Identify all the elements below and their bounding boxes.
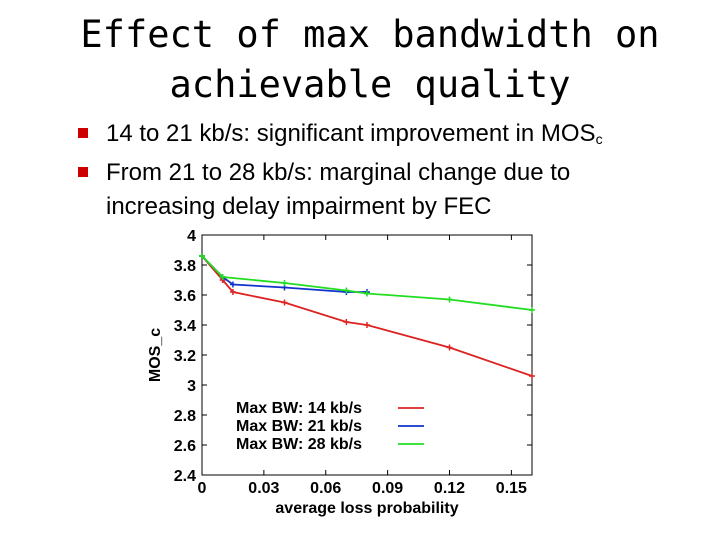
square-bullet-icon xyxy=(78,167,88,177)
y-tick-label: 2.6 xyxy=(174,438,196,455)
legend-label: Max BW: 28 kb/s xyxy=(236,436,362,453)
legend-label: Max BW: 14 kb/s xyxy=(236,400,362,417)
y-tick-label: 3.4 xyxy=(174,318,196,335)
title-line-2: achievable quality xyxy=(169,63,571,106)
y-tick-label: 3.6 xyxy=(174,288,196,305)
y-tick-label: 2.8 xyxy=(174,408,196,425)
bullet-text: 14 to 21 kb/s: significant improvement i… xyxy=(106,120,596,147)
series-line xyxy=(201,255,533,311)
y-tick-label: 4 xyxy=(187,228,196,245)
x-tick-label: 0 xyxy=(198,480,207,497)
bullet-list: 14 to 21 kb/s: significant improvement i… xyxy=(78,120,708,227)
slide-title: Effect of max bandwidth on achievable qu… xyxy=(60,10,680,110)
x-axis-label: average loss probability xyxy=(275,500,458,517)
bullet-text-line-1: From 21 to 28 kb/s: marginal change due … xyxy=(106,159,571,186)
bullet-item: 14 to 21 kb/s: significant improvement i… xyxy=(78,120,708,153)
mos-line-chart: 2.4 2.6 2.8 3 3.2 3.4 3.6 3.8 4 0 0.03 0.06 0.09 0.12… xyxy=(147,228,535,517)
series-line xyxy=(201,255,533,377)
y-tick-label: 3.2 xyxy=(174,348,196,365)
title-line-1: Effect of max bandwidth on xyxy=(80,13,660,56)
bullet-item: From 21 to 28 kb/s: marginal change due … xyxy=(78,159,708,221)
x-tick-label: 0.15 xyxy=(496,480,527,497)
y-axis-label: MOS_c xyxy=(147,328,164,382)
y-tick-label: 3 xyxy=(187,378,196,395)
x-tick-label: 0.09 xyxy=(372,480,403,497)
legend-label: Max BW: 21 kb/s xyxy=(236,418,362,435)
x-tick-label: 0.12 xyxy=(434,480,465,497)
y-tick-label: 3.8 xyxy=(174,258,196,275)
x-tick-label: 0.06 xyxy=(310,480,341,497)
x-tick-label: 0.03 xyxy=(248,480,279,497)
bullet-text-line-2: increasing delay impairment by FEC xyxy=(106,193,492,220)
square-bullet-icon xyxy=(78,128,88,138)
y-tick-label: 2.4 xyxy=(174,468,196,485)
bullet-subscript: c xyxy=(595,131,603,147)
